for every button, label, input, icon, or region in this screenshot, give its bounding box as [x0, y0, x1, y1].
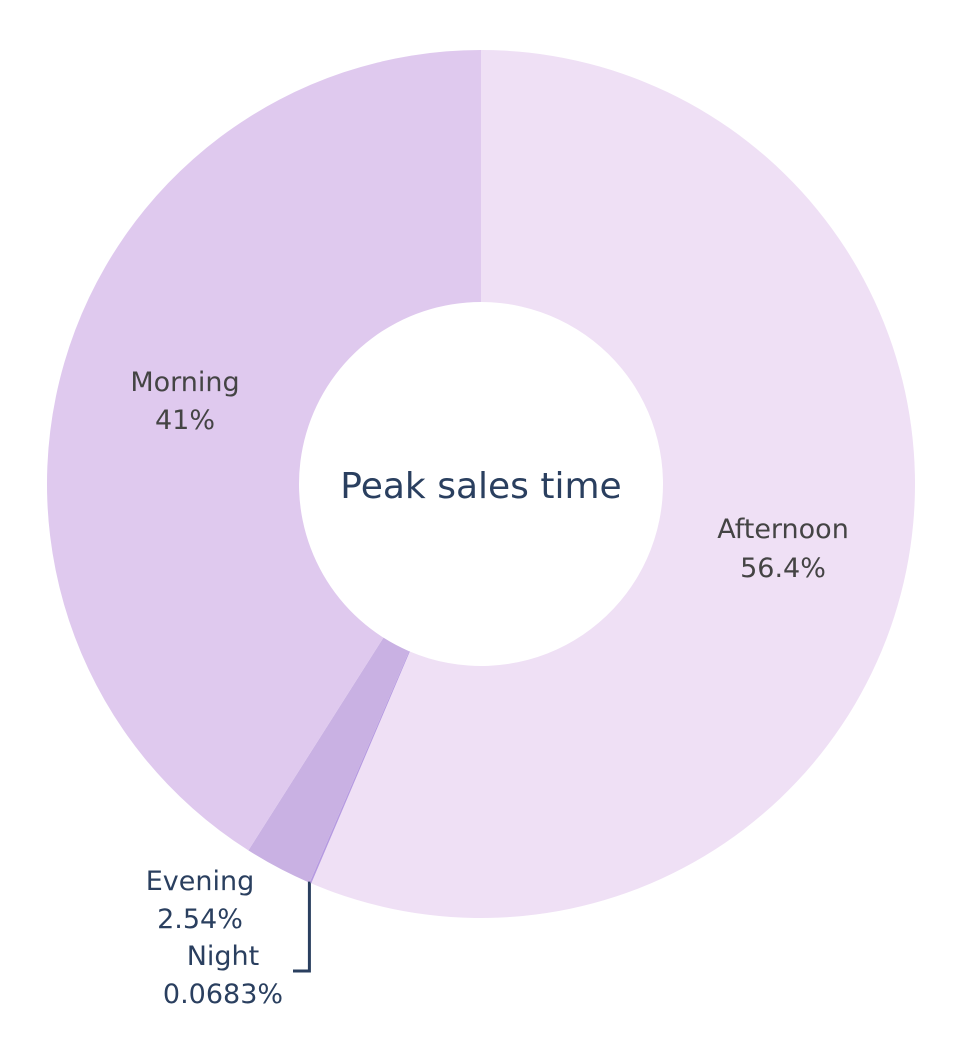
slice-value-afternoon: 56.4%: [740, 553, 826, 584]
leader-lines-group: [293, 881, 311, 973]
slice-afternoon: [311, 49, 916, 919]
slice-label-afternoon: Afternoon: [717, 514, 849, 545]
center-title: Peak sales time: [340, 466, 621, 507]
slice-label-morning: Morning: [130, 367, 239, 398]
slice-evening: [248, 637, 410, 883]
slice-night: [309, 651, 410, 884]
slice-value-morning: 41%: [155, 405, 215, 436]
slice-value-night: 0.0683%: [163, 979, 283, 1010]
slices-group: [46, 49, 916, 919]
slice-label-evening: Evening: [146, 866, 255, 897]
leader-line-night: [293, 881, 311, 973]
slice-value-evening: 2.54%: [157, 904, 243, 935]
slice-label-night: Night: [187, 941, 260, 972]
slice-morning: [46, 50, 482, 851]
